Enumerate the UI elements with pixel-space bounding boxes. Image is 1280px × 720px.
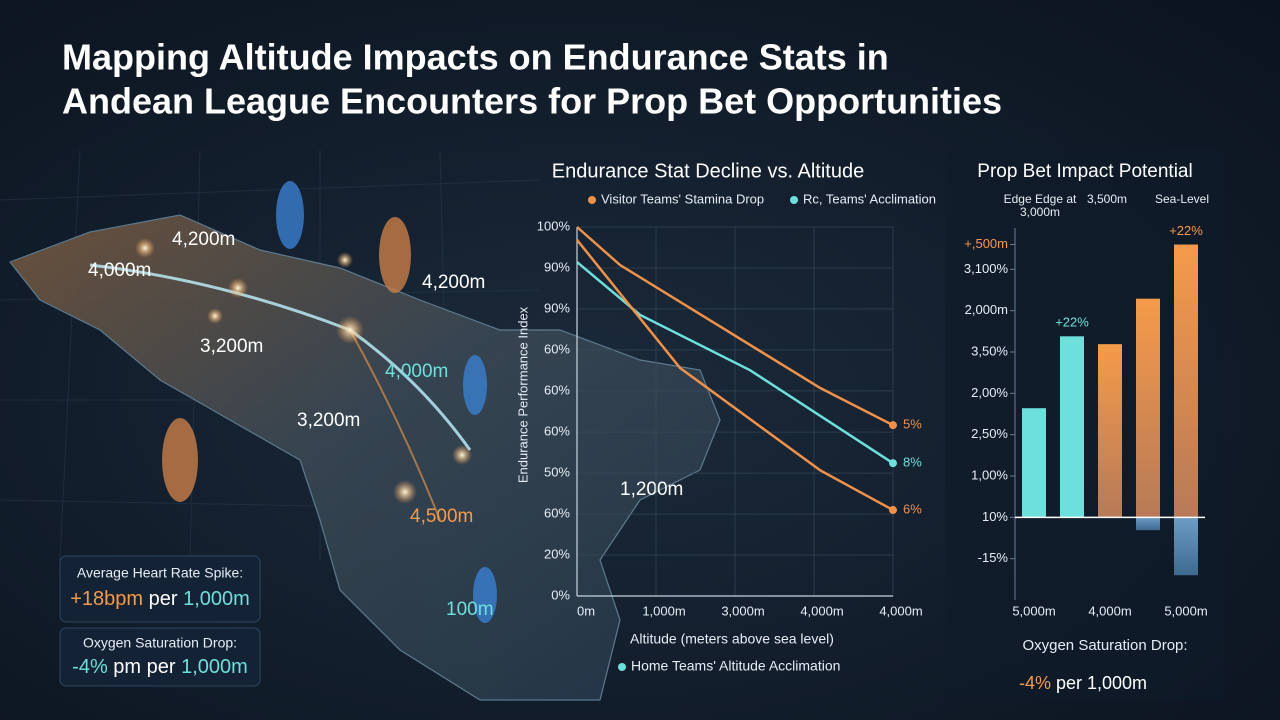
x-tick-label: 5,000m — [1164, 603, 1207, 618]
y-tick-label: 60% — [544, 506, 570, 521]
end-point — [889, 421, 897, 430]
end-label: 8% — [903, 455, 922, 470]
legend-label: Home Teams' Altitude Acclimation — [631, 658, 840, 674]
stat-title: Average Heart Rate Spike: — [77, 565, 243, 581]
y-tick-label: 1,00% — [971, 467, 1008, 482]
chart-title: Endurance Stat Decline vs. Altitude — [552, 160, 864, 182]
y-tick-label: 20% — [544, 546, 570, 561]
y-tick-label: 2,50% — [971, 426, 1008, 441]
bar — [1136, 298, 1160, 518]
footer-part: -4% — [1019, 673, 1051, 693]
map-label: 4,000m — [385, 361, 448, 382]
bar — [1060, 336, 1084, 518]
map-label: 4,200m — [172, 229, 235, 250]
bar — [1022, 408, 1046, 518]
bar-annotation: +22% — [1169, 223, 1203, 238]
stat-value: -4% pm per 1,000m — [72, 656, 248, 678]
legend-label: 3,000m — [1020, 205, 1060, 219]
chart-title: Prop Bet Impact Potential — [977, 161, 1192, 182]
y-tick-label: 100% — [537, 218, 571, 233]
y-tick-label: 3,50% — [971, 343, 1008, 358]
bar — [1136, 517, 1160, 531]
footer-part: per 1,000m — [1056, 673, 1147, 693]
map-label: 1,200m — [620, 479, 683, 500]
legend-dot — [618, 663, 626, 671]
stat-part: +18bpm — [70, 588, 143, 610]
footer-title: Oxygen Saturation Drop: — [1022, 637, 1187, 654]
x-tick-label: 4,000m — [800, 603, 843, 618]
x-tick-label: 3,000m — [721, 603, 764, 618]
map-label: 4,200m — [422, 272, 485, 293]
x-tick-label: 4,000m — [1088, 603, 1131, 618]
bar — [1098, 344, 1122, 518]
y-tick-label: -15% — [978, 550, 1009, 565]
footer-value: -4% per 1,000m — [1019, 673, 1147, 693]
series-line — [576, 261, 894, 465]
map-label: 3,200m — [200, 336, 263, 357]
end-label: 6% — [903, 501, 922, 516]
y-tick-label: 50% — [544, 465, 570, 480]
y-tick-label: 60% — [544, 382, 570, 397]
x-tick-label: 0m — [577, 603, 595, 618]
series-line — [576, 226, 894, 427]
stat-box — [59, 555, 261, 623]
x-axis-label: Altitude (meters above sea level) — [630, 631, 834, 647]
x-tick-label: 4,000m — [879, 603, 922, 618]
y-tick-label: 3,100% — [964, 261, 1009, 276]
y-tick-label: +,500m — [964, 236, 1008, 251]
legend-label: 3,500m — [1087, 192, 1127, 206]
y-tick-label: 60% — [544, 424, 570, 439]
x-tick-label: 1,000m — [642, 603, 685, 618]
y-tick-label: 90% — [544, 259, 570, 274]
legend-label: Rc, Teams' Acclimation — [803, 191, 936, 206]
stat-part: 1,000m — [183, 588, 250, 610]
end-point — [889, 506, 897, 515]
title-line: Mapping Altitude Impacts on Endurance St… — [62, 37, 889, 78]
legend-dot — [588, 196, 596, 204]
legend-label: Visitor Teams' Stamina Drop — [601, 191, 764, 206]
bar — [1174, 517, 1198, 576]
stat-title: Oxygen Saturation Drop: — [83, 635, 237, 651]
map-label: 4,500m — [410, 506, 473, 527]
y-tick-label: 2,000m — [965, 302, 1008, 317]
stat-part: -4% — [72, 656, 108, 678]
y-tick-label: 10% — [982, 509, 1008, 524]
stat-part: pm per — [113, 656, 176, 678]
route-line — [349, 329, 441, 521]
y-tick-label: 60% — [544, 341, 570, 356]
end-label: 5% — [903, 417, 922, 432]
stat-part: per — [149, 588, 178, 610]
stat-box — [59, 627, 261, 687]
legend-label: Sea-Level — [1155, 192, 1209, 206]
end-point — [889, 459, 897, 468]
map-label: 3,200m — [297, 410, 360, 431]
bar-annotation: +22% — [1055, 315, 1089, 330]
y-axis-label: Endurance Performance Index — [515, 306, 530, 483]
x-tick-label: 5,000m — [1012, 603, 1055, 618]
y-tick-label: 2,00% — [971, 385, 1008, 400]
stat-value: +18bpm per 1,000m — [70, 588, 250, 610]
andes-map — [9, 214, 721, 701]
series-line — [576, 239, 894, 512]
legend-label: Edge Edge at — [1004, 192, 1077, 206]
y-tick-label: 90% — [544, 300, 570, 315]
map-label: 4,000m — [88, 260, 151, 281]
glow-points — [135, 238, 472, 504]
map-label: 100m — [446, 599, 494, 620]
title-line: Andean League Encounters for Prop Bet Op… — [62, 81, 1002, 122]
stat-part: 1,000m — [181, 656, 248, 678]
bar — [1174, 244, 1198, 518]
legend-dot — [790, 196, 798, 204]
y-tick-label: 0% — [551, 587, 570, 602]
runner-figures — [162, 181, 497, 623]
